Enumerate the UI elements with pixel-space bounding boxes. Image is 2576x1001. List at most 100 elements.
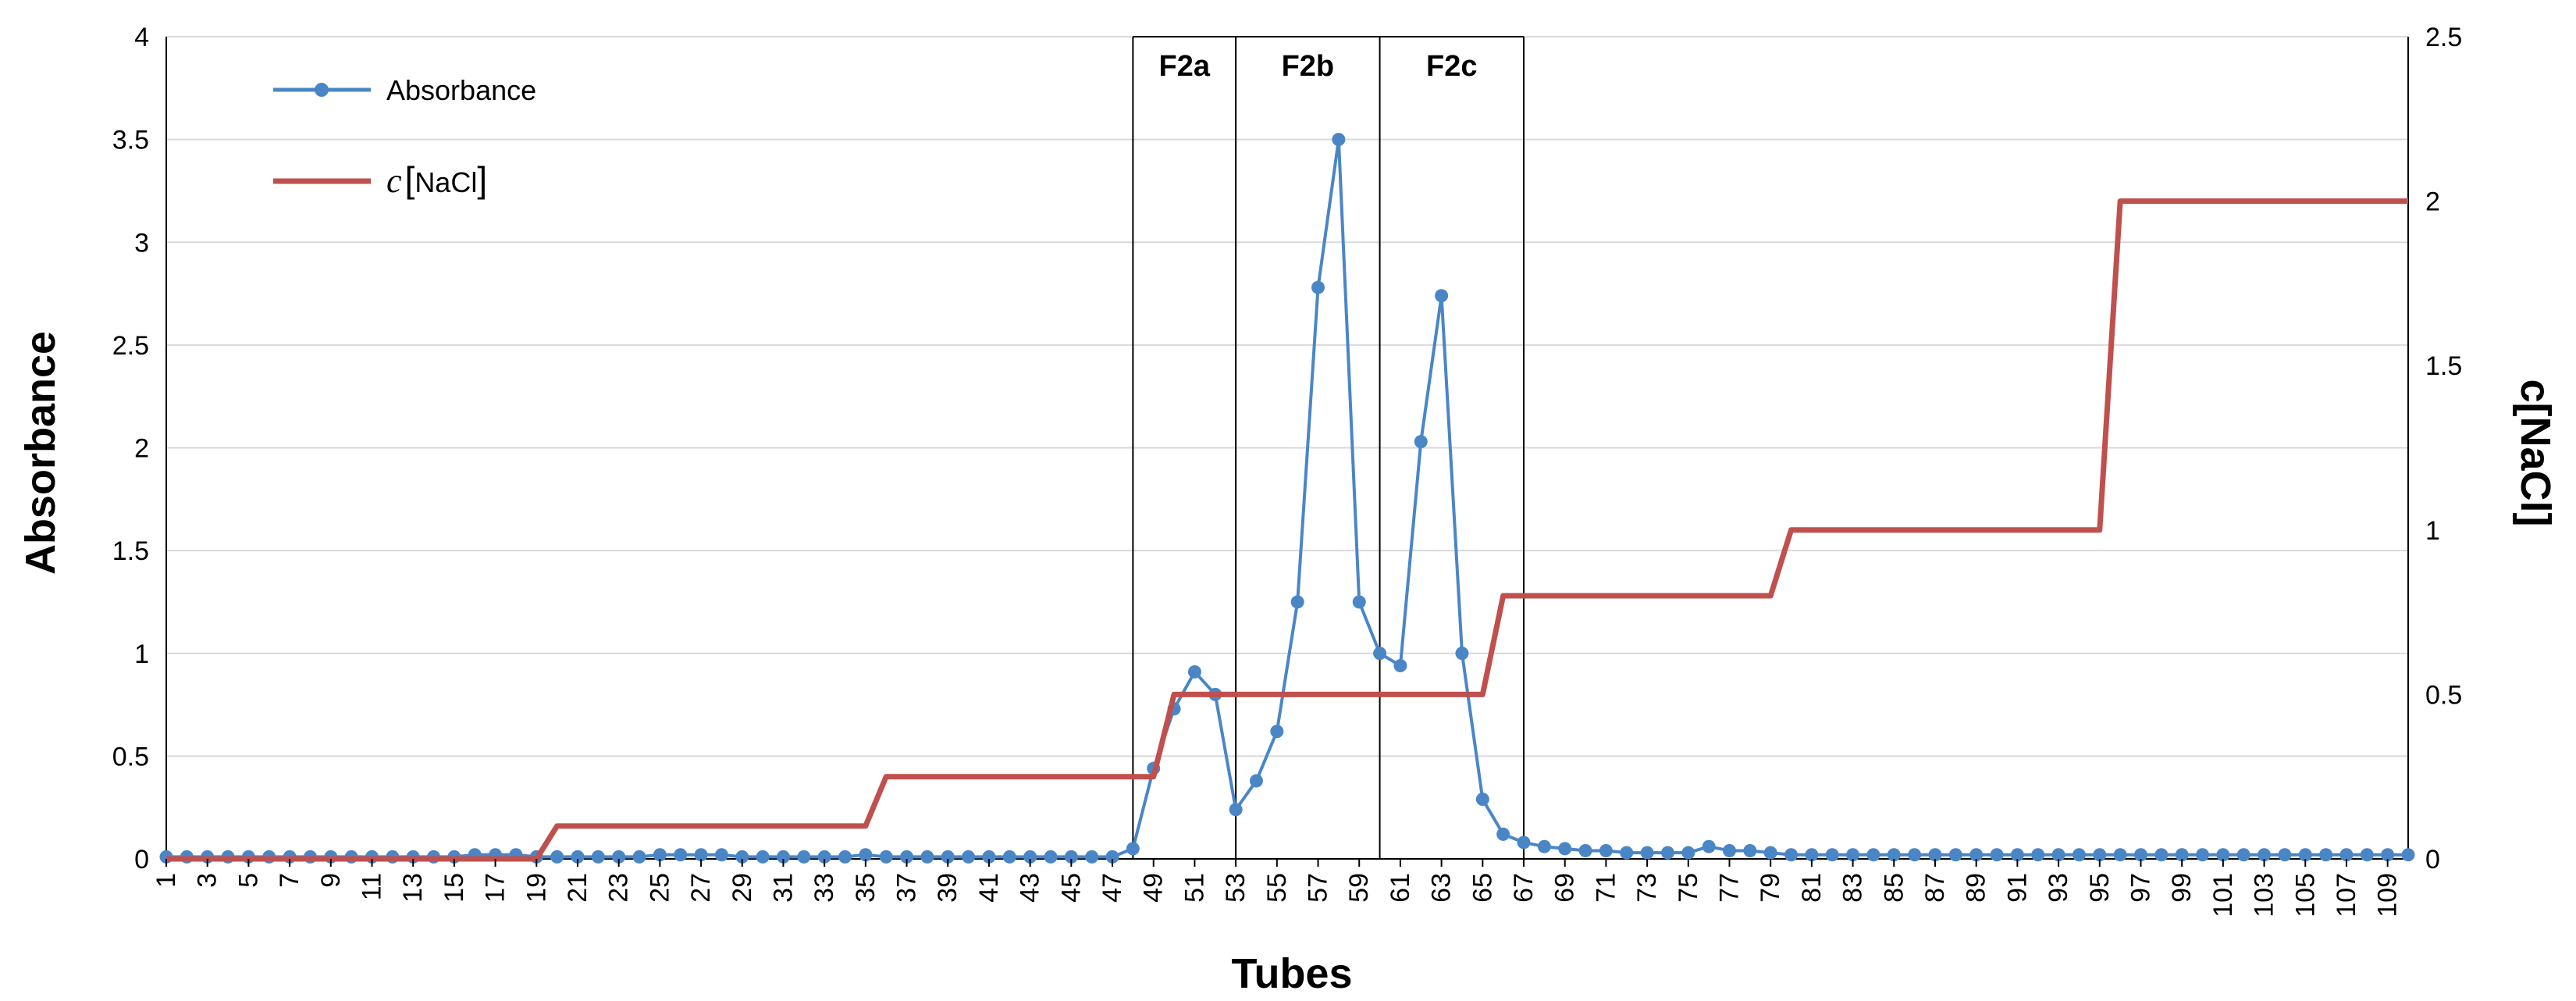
absorbance-point [838, 850, 852, 864]
x-tick-label: 47 [1098, 873, 1127, 903]
absorbance-point [2154, 848, 2169, 862]
x-tick-label: 57 [1304, 873, 1333, 903]
y-tick-label: 3.5 [112, 126, 149, 155]
y2-tick-label: 1.5 [2425, 351, 2462, 381]
y2-tick-label: 1 [2425, 516, 2440, 546]
absorbance-point [1126, 842, 1140, 856]
absorbance-point [1311, 280, 1325, 294]
x-tick-label: 107 [2332, 873, 2361, 917]
x-tick-label: 13 [398, 873, 428, 903]
series-layer [159, 133, 2415, 864]
absorbance-point [1825, 848, 1839, 862]
absorbance-point [1763, 846, 1777, 860]
x-tick-label: 83 [1838, 873, 1868, 903]
absorbance-point [2133, 848, 2147, 862]
absorbance-point [941, 850, 955, 864]
legend-nacl-prefix: c [386, 162, 402, 200]
absorbance-point [2278, 848, 2292, 862]
absorbance-point [1928, 848, 1942, 862]
x-tick-label: 43 [1016, 873, 1045, 903]
x-tick-label: 49 [1139, 873, 1169, 903]
x-tick-label: 19 [521, 873, 551, 903]
absorbance-point [1352, 595, 1366, 609]
absorbance-point [550, 850, 564, 864]
x-tick-label: 5 [233, 873, 263, 888]
x-tick-label: 55 [1262, 873, 1292, 903]
absorbance-point [1846, 848, 1860, 862]
absorbance-point [1990, 848, 2004, 862]
absorbance-point [1784, 848, 1799, 862]
absorbance-point [1599, 843, 1613, 857]
x-tick-label: 17 [481, 873, 511, 903]
y2-tick-label: 0.5 [2425, 680, 2462, 710]
x-tick-label: 87 [1920, 873, 1950, 903]
absorbance-point [2319, 848, 2333, 862]
x-tick-label: 65 [1468, 873, 1497, 903]
x-tick-label: 75 [1674, 873, 1703, 903]
legend-nacl-bracket-close: ] [477, 159, 487, 200]
absorbance-point [1660, 846, 1674, 860]
y-tick-label: 2 [134, 434, 149, 464]
absorbance-point [1866, 848, 1880, 862]
x-tick-label: 79 [1756, 873, 1785, 903]
x-tick-label: 59 [1344, 873, 1374, 903]
absorbance-point [1948, 848, 1962, 862]
x-tick-label: 11 [357, 873, 386, 900]
x-tick-label: 27 [686, 873, 716, 903]
absorbance-point [2360, 848, 2374, 862]
absorbance-point [2010, 848, 2024, 862]
absorbance-point [2339, 848, 2354, 862]
absorbance-point [1578, 843, 1592, 857]
region-label: F2c [1426, 50, 1477, 83]
y-tick-label: 0 [134, 845, 149, 875]
absorbance-point [1908, 848, 1922, 862]
absorbance-point [694, 848, 708, 862]
x-tick-label: 45 [1056, 873, 1086, 903]
absorbance-point [1723, 843, 1736, 857]
absorbance-point [2258, 848, 2272, 862]
absorbance-point [1414, 435, 1428, 449]
absorbance-point [1044, 850, 1058, 864]
x-tick-label: 105 [2290, 873, 2320, 917]
absorbance-point [2072, 848, 2086, 862]
absorbance-point [1743, 843, 1757, 857]
x-tick-label: 25 [645, 873, 674, 903]
legend-absorbance-marker [315, 83, 329, 97]
absorbance-point [1105, 850, 1119, 864]
x-tick-label: 63 [1427, 873, 1457, 903]
absorbance-point [674, 848, 688, 862]
y-tick-label: 1.5 [112, 536, 149, 566]
absorbance-point [2216, 848, 2230, 862]
legend-absorbance-label: Absorbance [386, 74, 536, 106]
x-tick-label: 21 [563, 873, 592, 903]
absorbance-point [1620, 846, 1634, 860]
absorbance-point [1290, 595, 1304, 609]
absorbance-point [612, 850, 626, 864]
absorbance-point [2093, 848, 2107, 862]
region-label: F2a [1159, 50, 1211, 83]
nacl-concentration-line [166, 198, 2408, 862]
fraction-regions: F2a F2b F2c [1132, 36, 1525, 859]
x-tick-label: 33 [809, 873, 839, 903]
y-tick-label: 0.5 [112, 742, 149, 771]
x-tick-label: 109 [2373, 873, 2403, 917]
absorbance-point [2381, 848, 2395, 862]
absorbance-point [1023, 850, 1037, 864]
x-tick-label: 93 [2044, 873, 2073, 903]
x-tick-label: 53 [1221, 873, 1251, 903]
absorbance-point [1702, 839, 1716, 853]
x-tick-label: 3 [193, 873, 222, 888]
x-tick-label: 23 [604, 873, 634, 903]
y-axis-title: Absorbance [17, 331, 64, 575]
x-tick-label: 71 [1591, 873, 1621, 903]
absorbance-point [571, 850, 585, 864]
absorbance-point [735, 850, 749, 864]
x-tick-label: 101 [2208, 873, 2238, 917]
absorbance-point [1435, 289, 1449, 303]
x-tick-label: 39 [933, 873, 962, 903]
y2-tick-label: 0 [2425, 845, 2440, 875]
legend: Absorbance c[NaCl] [273, 74, 536, 200]
absorbance-point [1373, 647, 1387, 661]
x-tick-label: 85 [1879, 873, 1909, 903]
